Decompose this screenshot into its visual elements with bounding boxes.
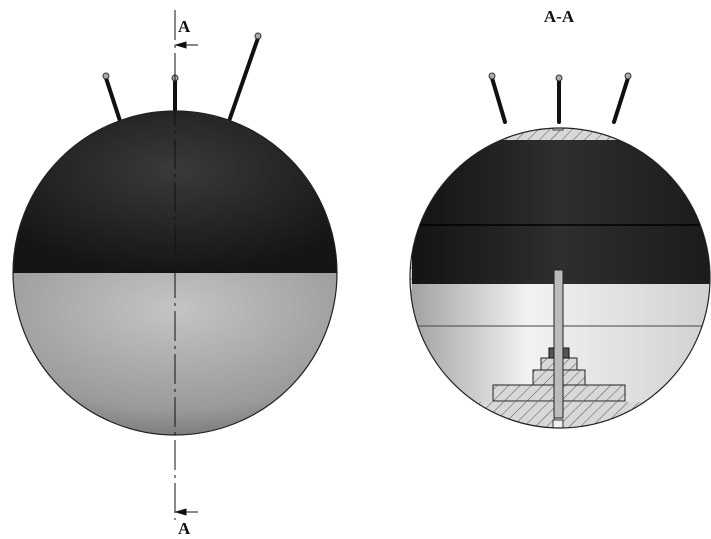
section-label: A (178, 519, 191, 538)
view-title: A-A (544, 7, 575, 26)
section-label: A (178, 17, 191, 36)
antenna-knobs-left (102, 32, 262, 82)
antennas-right (490, 76, 630, 124)
section-arrows (174, 41, 198, 516)
sphere-section (410, 128, 710, 428)
sphere-outline (409, 127, 711, 429)
antenna-knobs-right (488, 72, 632, 82)
